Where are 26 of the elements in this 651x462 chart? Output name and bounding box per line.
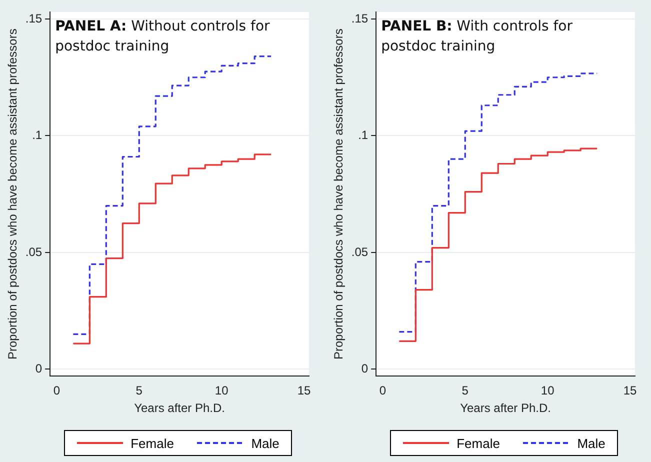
x-tick-label: 0 bbox=[53, 384, 60, 398]
x-axis-title: Years after Ph.D. bbox=[460, 401, 552, 416]
y-tick-label: .05 bbox=[351, 244, 368, 259]
x-tick-label: 10 bbox=[540, 384, 555, 398]
x-tick-label: 0 bbox=[379, 384, 386, 398]
y-axis-title: Proportion of postdocs who have become assistant professors bbox=[332, 28, 346, 360]
x-tick-label: 5 bbox=[462, 384, 469, 398]
y-tick-label: .1 bbox=[358, 128, 368, 142]
legend-label: Male bbox=[251, 436, 280, 450]
legend-label: Male bbox=[577, 436, 606, 450]
x-axis-title: Years after Ph.D. bbox=[134, 401, 226, 416]
x-tick-label: 5 bbox=[136, 384, 143, 398]
y-tick-label: 0 bbox=[361, 362, 368, 376]
x-tick-label: 15 bbox=[623, 384, 638, 398]
y-tick-label: .05 bbox=[25, 244, 42, 259]
y-tick-label: 0 bbox=[35, 362, 42, 376]
x-tick-label: 10 bbox=[214, 384, 229, 398]
chart-title: PANEL A: Without controls for postdoc training bbox=[55, 18, 270, 55]
y-tick-label: .1 bbox=[32, 128, 42, 142]
y-axis-title: Proportion of postdocs who have become assistant professors bbox=[6, 28, 20, 360]
legend-label: Female bbox=[130, 436, 174, 450]
y-tick-label: .15 bbox=[351, 11, 368, 26]
legend-label: Female bbox=[456, 436, 500, 450]
chart-title: PANEL B: With controls for postdoc training bbox=[381, 18, 572, 55]
x-tick-label: 15 bbox=[297, 384, 312, 398]
y-tick-label: .15 bbox=[25, 11, 42, 26]
